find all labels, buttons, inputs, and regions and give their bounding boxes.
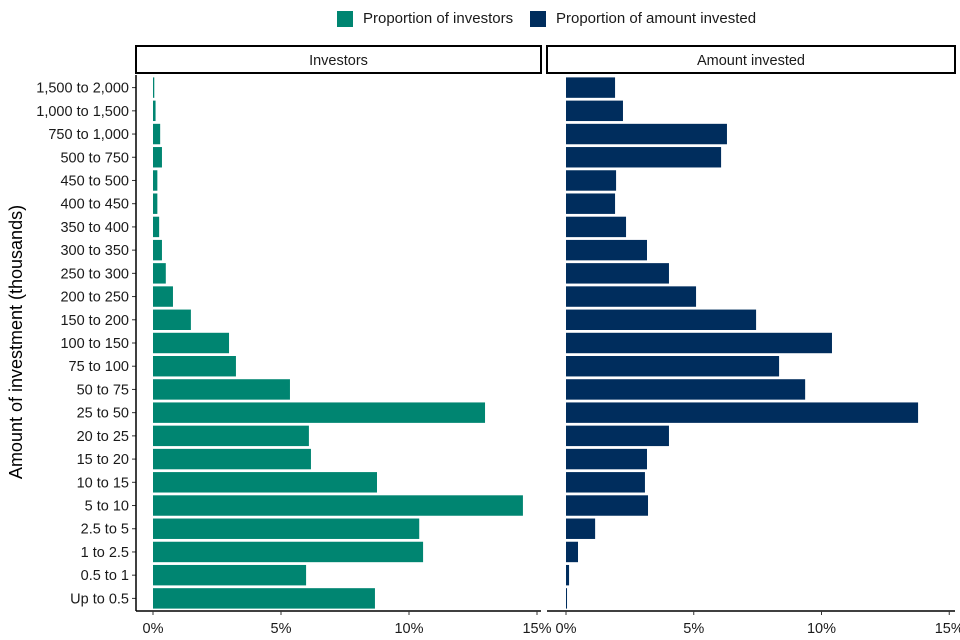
bar-investors-12 [153, 309, 191, 330]
y-tick-label: 5 to 10 [85, 499, 129, 515]
y-tick-label: 1 to 2.5 [81, 545, 129, 561]
bar-investors-14 [153, 263, 166, 284]
y-tick-label: 0.5 to 1 [81, 568, 129, 584]
bar-investors-11 [153, 332, 230, 354]
bar-investors-20 [153, 123, 161, 145]
y-tick-label: 50 to 75 [77, 382, 129, 398]
x-tick-label: 5% [271, 621, 292, 637]
x-tick-label: 0% [556, 621, 577, 637]
plot-area: Up to 0.5 0.5 to 1 1 to 2.5 2.5 to 5 5 to 10… [36, 45, 960, 637]
y-tick-label: 1,000 to 1,500 [36, 104, 129, 120]
bar-amount-14 [566, 263, 669, 284]
y-axis-title: Amount of investment (thousands) [6, 205, 26, 479]
facet-strip-investors [135, 45, 542, 74]
legend-label-investors: Proportion of investors [363, 10, 514, 27]
facet-strip-amount-invested [546, 45, 956, 74]
y-tick-label: 100 to 150 [60, 336, 129, 352]
bar-investors-2 [153, 541, 424, 563]
y-tick-label: Up to 0.5 [70, 591, 129, 607]
bar-investors-17 [153, 193, 158, 214]
x-tick-label: 15% [935, 621, 960, 637]
legend-item-amount: Proportion of amount invested [530, 10, 756, 27]
bar-investors-18 [153, 170, 158, 191]
bar-investors-9 [153, 379, 290, 400]
y-tick-label: 10 to 15 [77, 475, 129, 491]
y-tick-label: 250 to 300 [60, 266, 129, 282]
x-tick-label: 10% [394, 621, 423, 637]
bar-amount-18 [566, 170, 617, 191]
bar-amount-20 [566, 123, 727, 145]
y-tick-label: 2.5 to 5 [81, 522, 129, 538]
x-tick-label: 5% [683, 621, 704, 637]
y-tick-label: 75 to 100 [69, 359, 129, 375]
bar-amount-1 [566, 564, 570, 586]
bar-investors-6 [153, 448, 311, 470]
bar-amount-5 [566, 472, 645, 493]
legend-swatch-investors [337, 10, 353, 27]
bar-investors-0 [153, 588, 375, 609]
y-tick-label: 750 to 1,000 [48, 127, 129, 143]
bar-investors-1 [153, 564, 307, 586]
bar-amount-19 [566, 147, 722, 168]
y-tick-label: 300 to 350 [60, 243, 129, 259]
bar-amount-13 [566, 286, 697, 307]
bar-amount-21 [566, 100, 623, 122]
bar-amount-8 [566, 402, 919, 423]
bar-investors-16 [153, 216, 160, 238]
legend-item-investors: Proportion of investors [337, 10, 513, 27]
bar-investors-8 [153, 402, 486, 423]
bar-amount-11 [566, 332, 832, 354]
y-tick-label: 350 to 400 [60, 220, 129, 236]
bar-investors-7 [153, 425, 309, 447]
y-tick-label: 400 to 450 [60, 197, 129, 213]
y-tick-label: 15 to 20 [77, 452, 129, 468]
bar-investors-21 [153, 100, 156, 122]
bar-investors-5 [153, 472, 377, 493]
y-tick-label: 25 to 50 [77, 406, 129, 422]
bar-amount-15 [566, 239, 647, 261]
bar-amount-17 [566, 193, 616, 214]
bar-amount-0 [566, 588, 568, 609]
y-tick-label: 500 to 750 [60, 150, 129, 166]
bar-amount-7 [566, 425, 669, 447]
y-tick-label: 1,500 to 2,000 [36, 81, 129, 97]
bar-amount-6 [566, 448, 647, 470]
bar-amount-2 [566, 541, 579, 563]
y-tick-label: 200 to 250 [60, 290, 129, 306]
x-tick-label: 10% [807, 621, 836, 637]
x-tick-label: 0% [143, 621, 164, 637]
bar-investors-19 [153, 147, 162, 168]
bar-amount-9 [566, 379, 806, 400]
legend-swatch-amount [530, 10, 546, 27]
bar-amount-22 [566, 77, 616, 98]
bar-investors-15 [153, 239, 162, 261]
facet-title: Investors [309, 53, 368, 69]
legend: Proportion of investors Proportion of am… [0, 10, 960, 34]
bar-amount-4 [566, 495, 649, 516]
bar-amount-10 [566, 356, 780, 377]
legend-label-amount: Proportion of amount invested [556, 10, 757, 27]
y-tick-label: 450 to 500 [60, 173, 129, 189]
y-tick-label: 150 to 200 [60, 313, 129, 329]
bar-investors-13 [153, 286, 173, 307]
bar-investors-10 [153, 356, 236, 377]
facet-title: Amount invested [697, 53, 805, 69]
x-tick-label: 15% [522, 621, 551, 637]
bar-investors-4 [153, 495, 523, 516]
y-tick-label: 20 to 25 [77, 429, 129, 445]
bar-investors-22 [153, 77, 155, 98]
bar-amount-16 [566, 216, 627, 238]
bar-amount-12 [566, 309, 757, 330]
bar-investors-3 [153, 518, 420, 539]
bar-amount-3 [566, 518, 596, 539]
